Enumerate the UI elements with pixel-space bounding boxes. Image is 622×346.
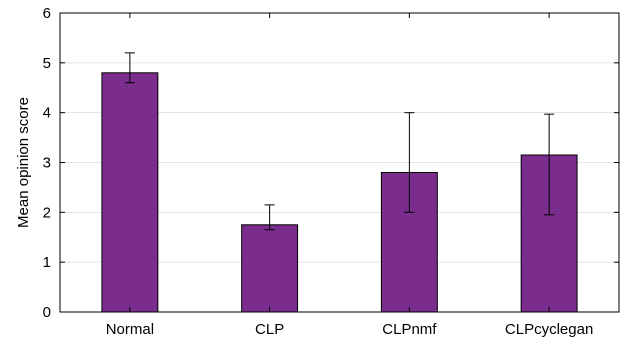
- x-tick-label: CLPnmf: [382, 321, 437, 338]
- y-tick-label: 1: [43, 254, 51, 271]
- axis-ticks: [60, 12, 619, 313]
- x-tick-label: CLP: [255, 321, 284, 338]
- x-tick-label: CLPcyclegan: [505, 321, 593, 338]
- error-bars: [124, 52, 555, 231]
- x-tick-label: Normal: [106, 321, 154, 338]
- y-tick-label: 5: [43, 55, 51, 72]
- y-tick-label: 3: [43, 155, 51, 172]
- tick-labels: 0 1 2 3 4 5 6 Normal CLP CLPnmf CLPcyclegan: [43, 5, 594, 338]
- bars: [101, 72, 578, 313]
- y-tick-label: 4: [43, 105, 51, 122]
- bar-normal: [101, 72, 159, 313]
- y-tick-label: 2: [43, 204, 51, 221]
- y-tick-label: 0: [43, 304, 51, 321]
- bar-clp: [241, 224, 299, 313]
- y-tick-label: 6: [43, 5, 51, 22]
- y-axis-label: Mean opinion score: [15, 97, 32, 228]
